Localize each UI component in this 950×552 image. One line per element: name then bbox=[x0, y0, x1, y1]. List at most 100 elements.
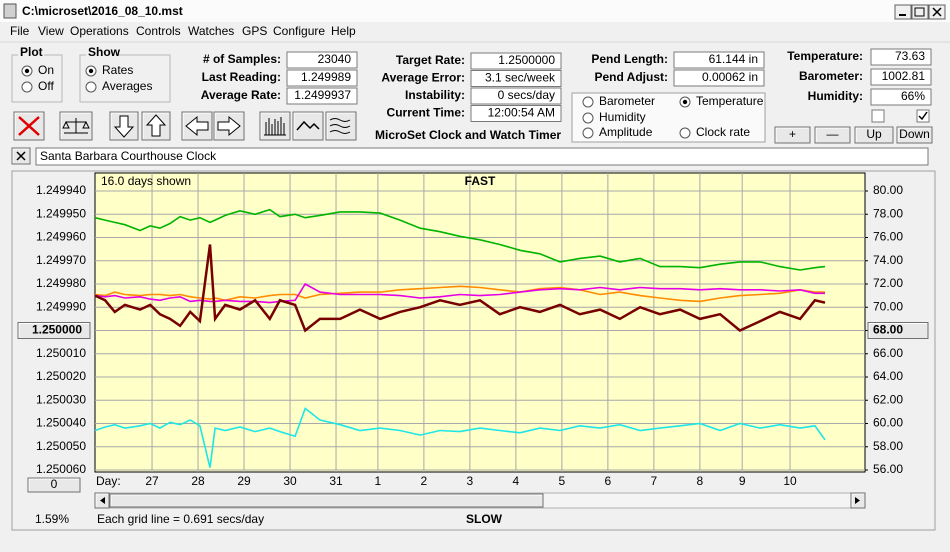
scroll-thumb[interactable] bbox=[109, 493, 544, 508]
legend-radio[interactable] bbox=[582, 127, 594, 139]
x-tick-label: 4 bbox=[513, 474, 520, 488]
y-tick-label: 1.249970 bbox=[36, 253, 86, 267]
series-line bbox=[94, 282, 825, 304]
series-line bbox=[94, 244, 826, 333]
show-radio[interactable] bbox=[85, 81, 97, 93]
menu-item[interactable]: Operations bbox=[70, 24, 129, 38]
y2-tick-label: 64.00 bbox=[873, 369, 903, 383]
fast-label: FAST bbox=[465, 174, 496, 188]
temp-button[interactable] bbox=[867, 322, 929, 339]
field-value: 1.2499937 bbox=[294, 88, 351, 102]
left-icon bbox=[185, 115, 209, 137]
plot-area bbox=[94, 172, 866, 473]
field-label: Last Reading: bbox=[202, 70, 281, 84]
y-tick-label: 1.249980 bbox=[36, 276, 86, 290]
rate-button[interactable] bbox=[17, 322, 91, 339]
span-label: 16.0 days shown bbox=[101, 174, 191, 188]
y2-tick-label: 60.00 bbox=[873, 416, 903, 430]
waves-button-bevel bbox=[326, 112, 355, 139]
title-bar bbox=[0, 0, 950, 22]
field-label: Temperature: bbox=[787, 49, 863, 63]
legend-label[interactable]: Barometer bbox=[599, 94, 655, 108]
minimize-button[interactable] bbox=[894, 4, 912, 20]
scroll-right-icon bbox=[855, 497, 860, 504]
show-group bbox=[79, 54, 171, 103]
plot-option[interactable]: Off bbox=[38, 79, 54, 93]
legend-radio[interactable] bbox=[679, 127, 691, 139]
clear-button[interactable] bbox=[13, 111, 45, 141]
series-line bbox=[94, 407, 826, 468]
field-value: 1.249989 bbox=[301, 70, 351, 84]
plot-radio-dot bbox=[24, 68, 30, 74]
offset-button-bevel bbox=[28, 478, 79, 491]
plot-option[interactable]: On bbox=[38, 63, 54, 77]
y2-tick-label: 72.00 bbox=[873, 276, 903, 290]
field-label: Instability: bbox=[405, 88, 465, 102]
plot-group-title: Plot bbox=[20, 45, 43, 59]
field-value: 0.00062 in bbox=[702, 70, 758, 84]
control-button[interactable] bbox=[774, 126, 811, 144]
field-value: 61.144 in bbox=[709, 52, 758, 66]
control-button[interactable] bbox=[814, 126, 851, 144]
field-label: Pend Length: bbox=[591, 52, 668, 66]
control-button-bevel bbox=[775, 127, 809, 142]
menu-item[interactable]: File bbox=[10, 24, 30, 38]
offset-button[interactable] bbox=[27, 477, 81, 493]
offset-button-label: 0 bbox=[51, 477, 58, 491]
day-label: Day: bbox=[96, 474, 121, 488]
maximize-icon bbox=[914, 7, 925, 17]
field-box bbox=[470, 87, 562, 105]
menu-item[interactable]: Controls bbox=[136, 24, 181, 38]
x-tick-label: 31 bbox=[329, 474, 343, 488]
x-tick-label: 27 bbox=[145, 474, 159, 488]
legend-label[interactable]: Humidity bbox=[599, 110, 646, 124]
app-icon bbox=[3, 3, 17, 19]
legend-radio[interactable] bbox=[582, 112, 594, 124]
x-tick-label: 30 bbox=[283, 474, 297, 488]
field-value: 73.63 bbox=[895, 49, 925, 63]
x-tick-label: 10 bbox=[783, 474, 797, 488]
field-box bbox=[470, 105, 562, 122]
field-value: 23040 bbox=[318, 52, 352, 66]
field-box bbox=[286, 87, 358, 105]
y-tick-label: 1.249960 bbox=[36, 230, 86, 244]
field-box bbox=[870, 48, 932, 66]
legend-group bbox=[571, 92, 766, 143]
scroll-right-bevel bbox=[851, 493, 864, 507]
bars-icon bbox=[264, 117, 286, 136]
control-button[interactable] bbox=[854, 126, 894, 144]
up-icon bbox=[145, 114, 167, 137]
x-tick-label: 8 bbox=[697, 474, 704, 488]
balance-icon bbox=[62, 118, 90, 134]
y2-tick-label: 76.00 bbox=[873, 230, 903, 244]
field-label: Pend Adjust: bbox=[594, 70, 668, 84]
menu-item[interactable]: Help bbox=[331, 24, 356, 38]
waves-icon bbox=[329, 118, 351, 134]
control-button[interactable] bbox=[896, 126, 933, 144]
x-tick-label: 1 bbox=[375, 474, 382, 488]
field-label: Barometer: bbox=[799, 69, 863, 83]
bars-button-bevel bbox=[260, 112, 289, 139]
x-tick-label: 6 bbox=[605, 474, 612, 488]
percent-label: 1.59% bbox=[35, 512, 69, 526]
down-icon bbox=[113, 115, 135, 138]
field-box bbox=[470, 70, 562, 87]
menu-item[interactable]: Watches bbox=[188, 24, 234, 38]
legend-label[interactable]: Temperature bbox=[696, 94, 764, 108]
series-line bbox=[94, 208, 826, 271]
field-box bbox=[673, 69, 765, 87]
legend-radio[interactable] bbox=[582, 96, 594, 108]
menu-item[interactable]: View bbox=[38, 24, 64, 38]
menu-item[interactable]: GPS bbox=[242, 24, 267, 38]
menu-item[interactable]: Configure bbox=[273, 24, 325, 38]
field-value: 0 secs/day bbox=[498, 88, 555, 102]
show-option[interactable]: Averages bbox=[102, 79, 152, 93]
maximize-button[interactable] bbox=[911, 4, 929, 20]
show-option[interactable]: Rates bbox=[102, 63, 133, 77]
watch-name-box bbox=[35, 147, 929, 166]
scroll-thumb-bevel bbox=[110, 494, 542, 506]
legend-label[interactable]: Amplitude bbox=[599, 125, 653, 139]
legend-label[interactable]: Clock rate bbox=[696, 125, 750, 139]
plot-radio[interactable] bbox=[21, 81, 33, 93]
x-tick-label: 29 bbox=[237, 474, 251, 488]
